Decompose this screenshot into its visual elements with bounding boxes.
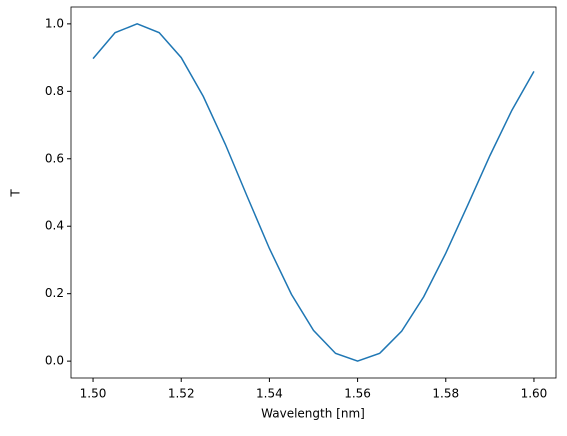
x-tick-label: 1.50 (80, 387, 107, 401)
x-tick-label: 1.54 (256, 387, 283, 401)
x-tick-label: 1.58 (432, 387, 459, 401)
plot-frame (70, 6, 557, 379)
y-tick-label: 0.8 (45, 84, 64, 98)
y-tick-label: 0.2 (45, 286, 64, 300)
x-tick-label: 1.52 (168, 387, 195, 401)
y-tick-label: 0.4 (45, 219, 64, 233)
y-axis-label: T (9, 189, 23, 198)
x-axis-label: Wavelength [nm] (261, 407, 365, 421)
y-tick-label: 0.6 (45, 151, 64, 165)
line (92, 23, 535, 362)
x-tick-label: 1.60 (521, 387, 548, 401)
x-tick-label: 1.56 (344, 387, 371, 401)
y-tick-label: 1.0 (45, 16, 64, 30)
y-tick-label: 0.0 (45, 354, 64, 368)
